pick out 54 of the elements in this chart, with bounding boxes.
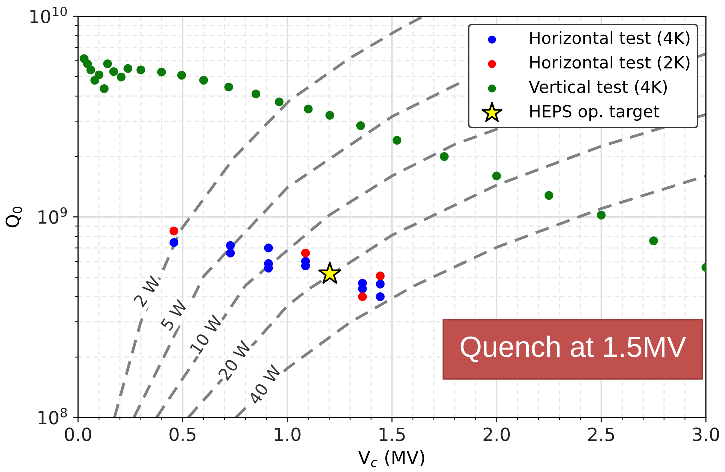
point [109, 67, 118, 76]
point [86, 66, 96, 75]
point [264, 244, 274, 253]
line-series [113, 16, 426, 418]
point [376, 272, 385, 281]
point [252, 90, 261, 99]
point [304, 104, 313, 114]
point [100, 84, 109, 94]
point [117, 72, 126, 82]
point [226, 248, 236, 258]
point [199, 76, 208, 85]
y-axis-title: Q$_{0}$ [6, 207, 22, 228]
point [275, 98, 284, 107]
x-tick-label: 1.5 [380, 428, 406, 442]
x-tick-label: 2.0 [484, 428, 510, 442]
point [157, 68, 166, 77]
x-tick-label: 3.0 [693, 428, 720, 442]
point [170, 238, 179, 248]
point [94, 70, 104, 80]
point [226, 241, 236, 250]
point [326, 111, 334, 120]
point [649, 236, 658, 246]
legend-label: Vertical test (4K) [529, 80, 668, 96]
annotation: Quench at 1.5MV [460, 336, 686, 363]
point [356, 121, 366, 130]
point [301, 248, 310, 258]
point [103, 60, 112, 68]
legend-label: Horizontal test (4K) [530, 32, 690, 46]
y-tick-label: 10$^{10}$ [30, 6, 68, 24]
x-tick-label: 1.0 [275, 428, 301, 442]
point [136, 66, 146, 75]
annotation: 5 W [160, 299, 188, 332]
point [318, 262, 342, 284]
x-tick-label: 2.5 [588, 428, 614, 442]
y-tick-label: 10$^{8}$ [38, 408, 68, 425]
point [544, 191, 554, 200]
annotation: 2 W [133, 275, 161, 308]
point [170, 226, 179, 236]
point [440, 152, 449, 162]
point [124, 64, 132, 74]
point [492, 172, 502, 181]
x-tick-label: 0.5 [170, 428, 196, 442]
point [597, 211, 606, 220]
y-tick-label: 10$^{9}$ [38, 208, 68, 224]
legend-label: HEPS op. target [530, 105, 660, 122]
point [376, 280, 385, 289]
x-tick-label: 0.0 [65, 428, 92, 442]
point [178, 71, 186, 80]
point [392, 136, 402, 145]
point [224, 82, 234, 92]
point [358, 292, 368, 302]
x-axis-title: V$_{c}$ (MV) [358, 450, 424, 468]
legend-label: Horizontal test (2K) [530, 56, 690, 71]
point [376, 292, 385, 302]
